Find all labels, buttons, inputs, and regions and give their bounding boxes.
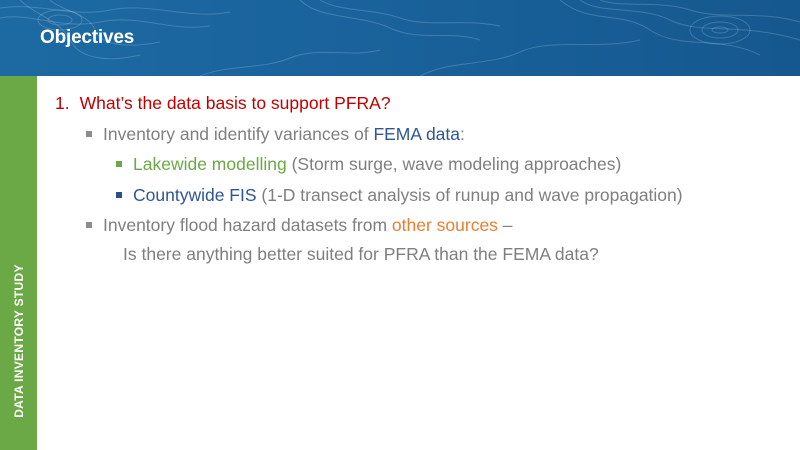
item-text: What’s the data basis to support PFRA? [79,93,391,113]
sidebar-label: DATA INVENTORY STUDY [12,264,26,418]
bullet-continuation: Is there anything better suited for PFRA… [123,244,599,264]
bullet-text: Inventory flood hazard datasets from [103,215,392,235]
square-bullet-icon [86,131,92,137]
square-bullet-icon [86,222,92,228]
countywide-highlight: Countywide FIS [133,185,257,205]
header-banner: Objectives [0,0,800,76]
fema-data-highlight: FEMA data [373,124,461,144]
sub-bullet-text: (Storm surge, wave modeling approaches) [286,154,622,174]
sidebar-band: DATA INVENTORY STUDY [0,76,37,450]
square-bullet-icon [116,192,122,198]
bullet-text: Inventory and identify variances of [103,124,374,144]
sub-bullet-lakewide: Lakewide modelling (Storm surge, wave mo… [133,154,621,175]
other-sources-highlight: other sources [391,215,498,235]
slide-title: Objectives [40,27,135,48]
sub-bullet-countywide: Countywide FIS (1-D transect analysis of… [133,185,683,206]
lakewide-highlight: Lakewide modelling [133,154,287,174]
bullet-other-sources: Inventory flood hazard datasets from oth… [103,215,513,236]
bullet-fema-inventory: Inventory and identify variances of FEMA… [103,124,465,145]
objective-item-1: 1. What’s the data basis to support PFRA? [55,93,391,114]
square-bullet-icon [116,161,122,167]
item-number: 1. [55,93,70,113]
bullet-text-suffix: – [497,215,513,235]
topographic-pattern-icon [0,0,800,76]
bullet-text-suffix: : [460,124,465,144]
sub-bullet-text: (1-D transect analysis of runup and wave… [256,185,683,205]
